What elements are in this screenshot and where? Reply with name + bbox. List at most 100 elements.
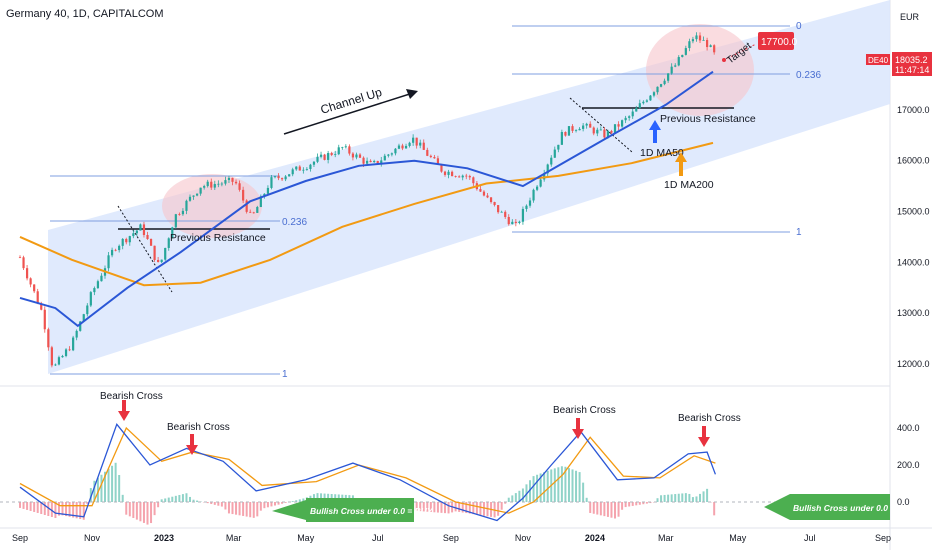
candle-body [628, 116, 631, 118]
time-tick-label: 2024 [585, 533, 605, 543]
candle-body [337, 147, 340, 155]
histogram-bar [266, 502, 269, 508]
candle-body [698, 35, 702, 41]
pattern-line-right [569, 97, 633, 153]
price-tick-label: 15000.0 [897, 207, 930, 217]
time-tick-label: Nov [84, 533, 101, 543]
candle-body [497, 205, 500, 213]
histogram-bar [429, 502, 432, 512]
candle-body [638, 103, 641, 109]
candle-body [312, 161, 316, 165]
candle-body [210, 181, 213, 188]
time-tick-label: Sep [875, 533, 891, 543]
candle-body [645, 100, 648, 102]
histogram-bar [104, 471, 107, 502]
candle-body [582, 125, 585, 129]
candle-body [139, 224, 142, 231]
bearish-cross-4-arrow [702, 426, 706, 438]
candle-body [610, 130, 613, 133]
candle-body [64, 349, 68, 356]
candle-body [270, 177, 273, 188]
time-tick-label: Mar [658, 533, 674, 543]
time-tick-label: May [297, 533, 315, 543]
histogram-bar [40, 502, 43, 514]
candle-body [362, 157, 365, 164]
histogram-bar [592, 502, 595, 514]
histogram-bar [263, 502, 266, 509]
candle-body [603, 129, 606, 138]
histogram-bar [171, 496, 174, 502]
histogram-bar [72, 502, 75, 518]
histogram-bar [189, 496, 192, 502]
histogram-bar [599, 502, 602, 516]
target-value-text: 17700.0 [761, 37, 798, 48]
histogram-bar [497, 502, 500, 516]
histogram-bar [553, 468, 556, 502]
channel-up-arrow [283, 91, 417, 135]
candle-body [47, 329, 50, 348]
candle-body [25, 268, 29, 279]
histogram-bar [511, 495, 514, 502]
histogram-bar [688, 493, 691, 502]
candle-body [415, 137, 418, 146]
candle-body [227, 177, 231, 181]
candle-body [387, 154, 390, 156]
histogram-bar [295, 500, 298, 502]
histogram-bar [444, 502, 447, 514]
histogram-bar [529, 480, 532, 502]
histogram-bar [674, 494, 677, 502]
candle-body [546, 164, 549, 174]
bearish-cross-1-arrowhead [118, 411, 130, 421]
candle-body [50, 347, 53, 366]
histogram-bar [433, 502, 436, 513]
candle-body [57, 357, 61, 365]
candle-body [585, 123, 588, 126]
ma200-arrow-icon [675, 152, 687, 176]
candle-body [18, 257, 22, 259]
candle-body [358, 154, 362, 158]
histogram-bar [560, 466, 563, 502]
histogram-bar [440, 502, 443, 513]
histogram-bar [277, 502, 280, 505]
histogram-bar [656, 498, 659, 502]
time-tick-label: Sep [12, 533, 28, 543]
price-tag-value: 18035.2 [895, 55, 928, 65]
candle-body [390, 153, 393, 155]
candle-body [440, 164, 443, 172]
candle-body [479, 189, 482, 192]
target-point [722, 58, 726, 62]
candle-body [486, 195, 489, 198]
histogram-bar [415, 502, 418, 511]
indicator-tick-label: 0.0 [897, 497, 910, 507]
histogram-bar [543, 472, 546, 502]
candle-body [135, 230, 138, 234]
channel-up-arrowhead [406, 89, 418, 99]
histogram-bar [479, 502, 482, 516]
histogram-bar [36, 502, 39, 513]
candle-body [220, 183, 223, 185]
fib-right-0236-label: 0.236 [796, 70, 821, 81]
candle-body [691, 39, 695, 42]
candle-body [401, 145, 404, 149]
histogram-bar [111, 465, 114, 502]
histogram-bar [557, 467, 560, 502]
candle-body [596, 129, 599, 134]
histogram-bar [135, 502, 138, 520]
prev-resistance-right-label: Previous Resistance [660, 113, 756, 125]
histogram-bar [621, 502, 624, 510]
indicator-tick-label: 400.0 [897, 423, 920, 433]
candle-body [160, 259, 163, 263]
candle-body [472, 177, 475, 184]
candle-body [642, 101, 645, 104]
histogram-bar [699, 493, 702, 502]
histogram-bar [507, 497, 510, 502]
histogram-bar [181, 494, 184, 502]
histogram-bar [213, 502, 216, 505]
candle-body [450, 171, 454, 177]
bearish-cross-2-label: Bearish Cross [167, 422, 230, 433]
histogram-bar [252, 502, 255, 518]
candle-body [397, 145, 401, 149]
candle-body [217, 183, 220, 185]
candle-body [188, 196, 192, 201]
candle-body [238, 183, 241, 190]
